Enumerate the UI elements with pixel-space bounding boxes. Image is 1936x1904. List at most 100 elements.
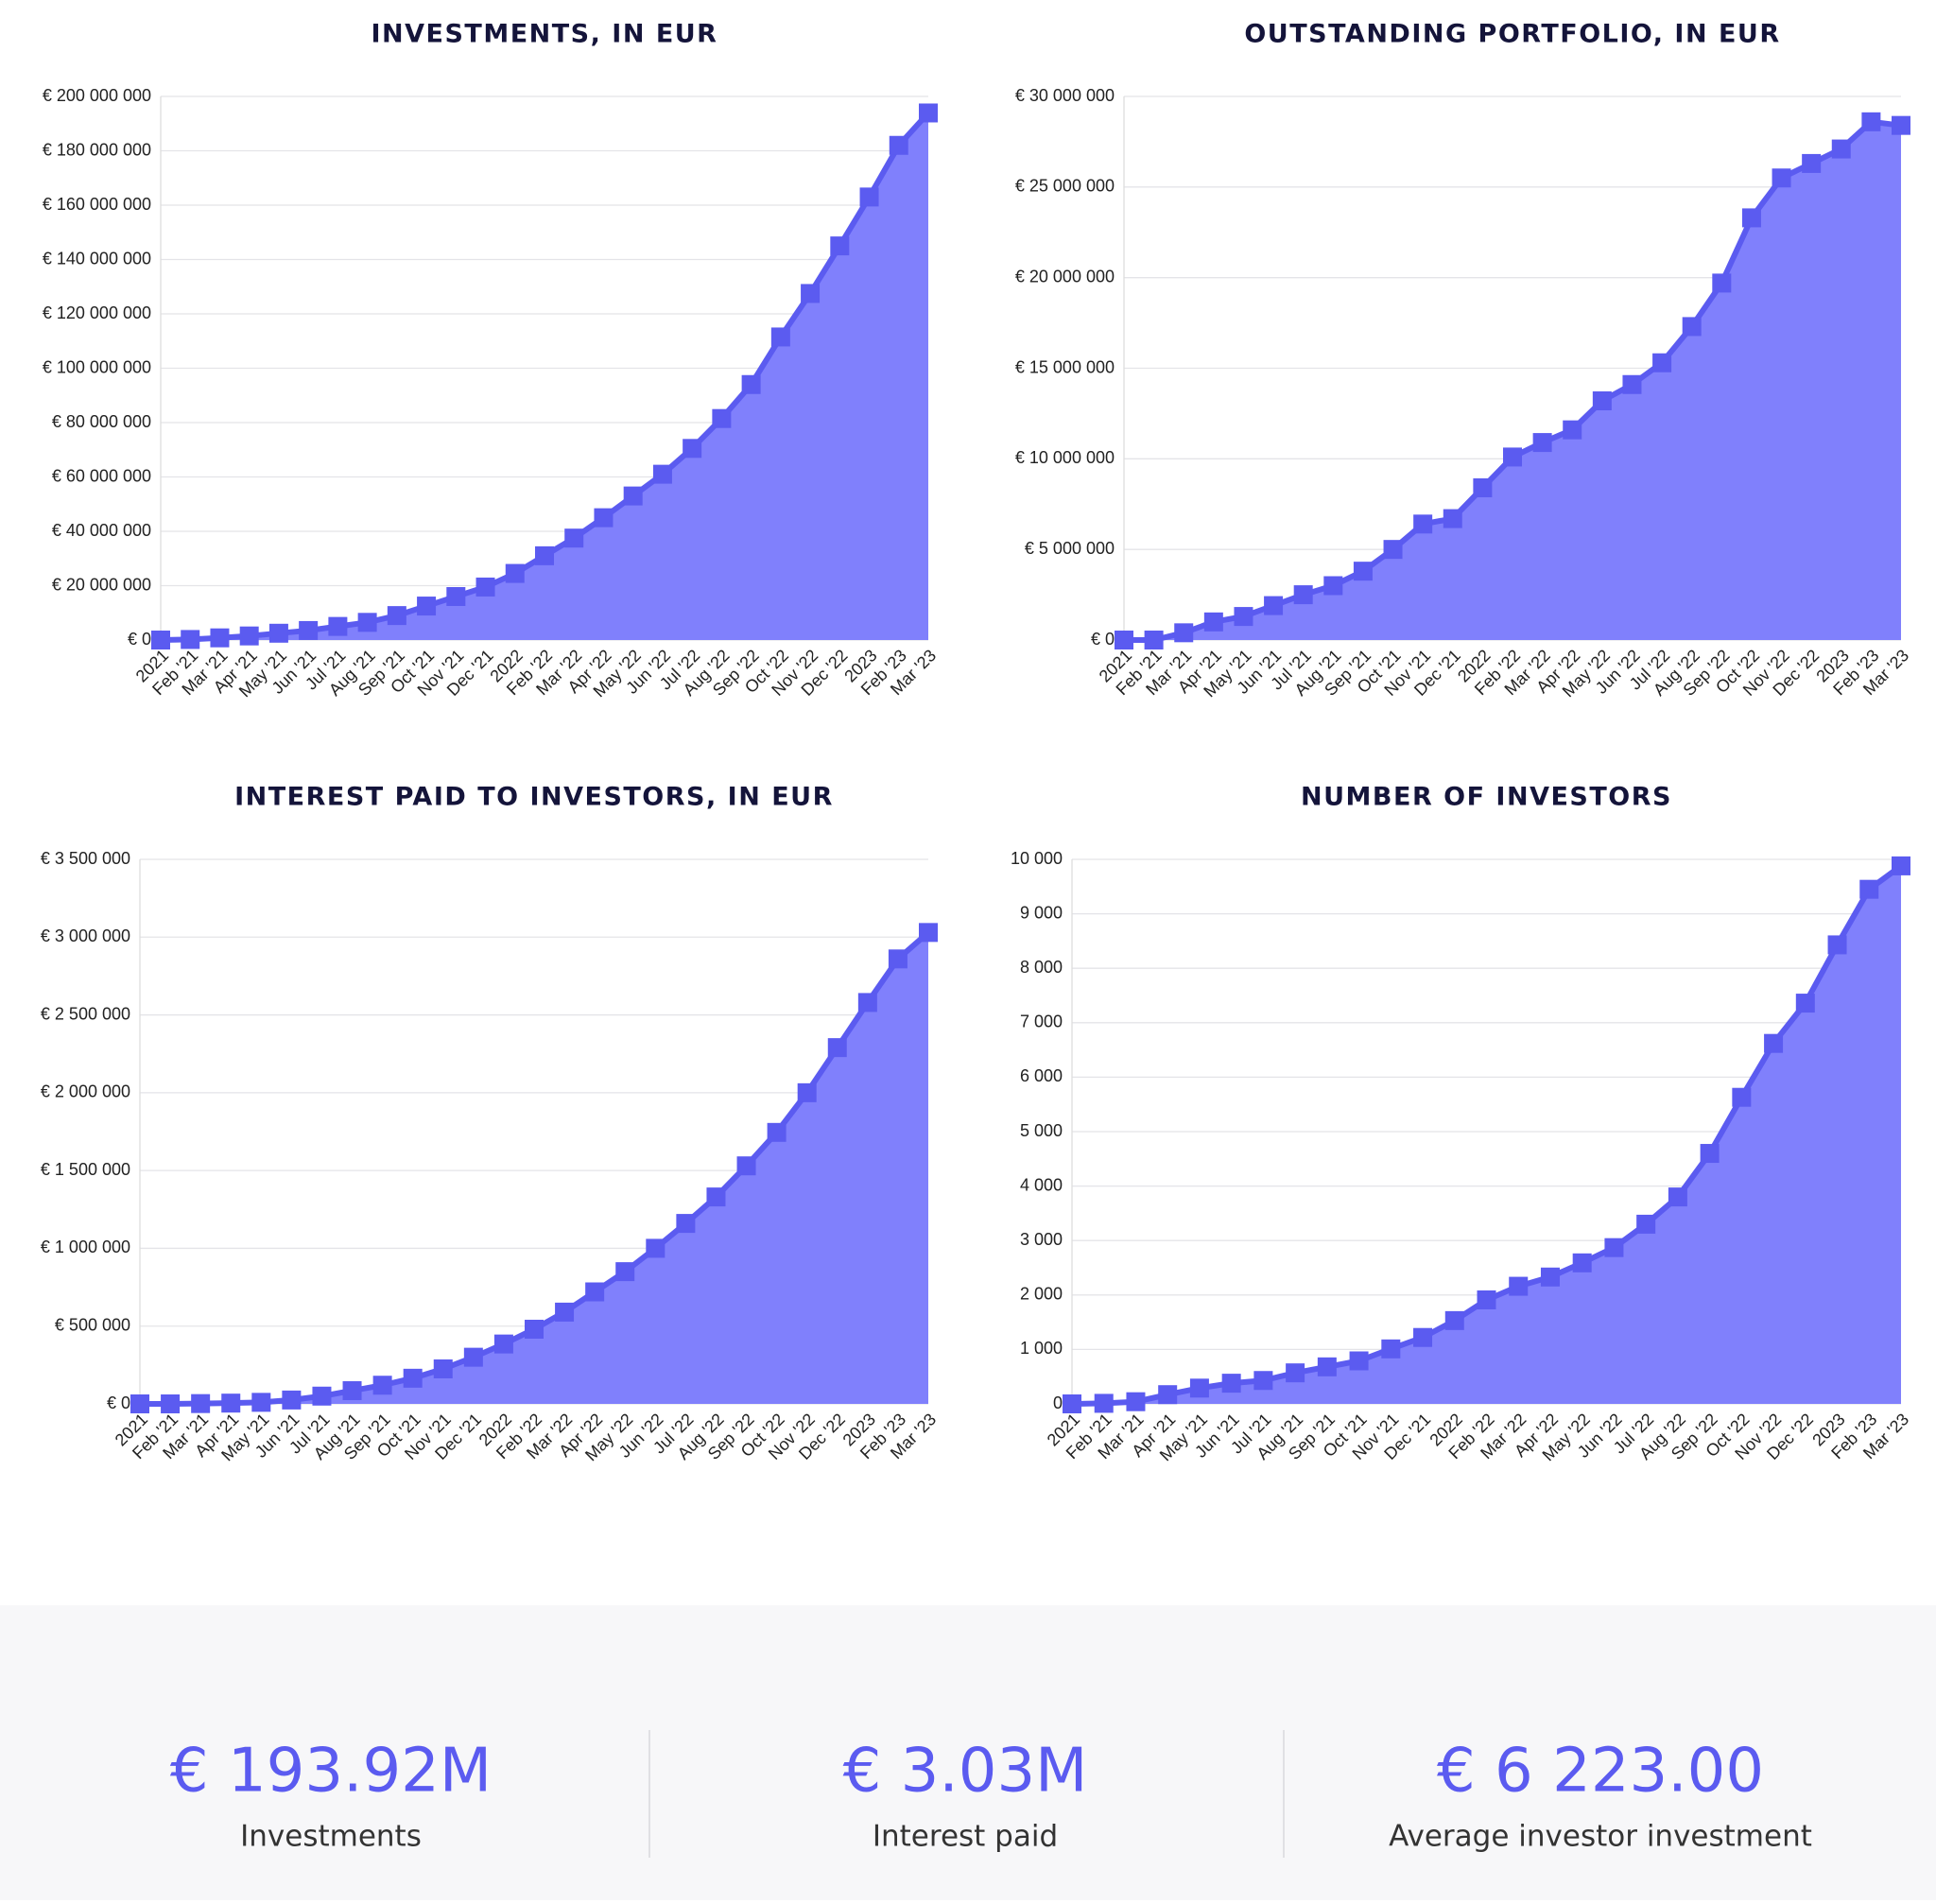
y-tick-label: € 0 bbox=[128, 630, 151, 649]
marker bbox=[1509, 1276, 1529, 1296]
marker bbox=[767, 1122, 786, 1142]
marker bbox=[857, 993, 877, 1013]
marker bbox=[357, 613, 377, 632]
y-tick-label: € 1 000 000 bbox=[41, 1238, 130, 1256]
marker bbox=[1203, 612, 1223, 632]
marker bbox=[889, 135, 908, 155]
marker bbox=[827, 1038, 847, 1058]
marker bbox=[1712, 273, 1732, 293]
y-tick-label: € 25 000 000 bbox=[1015, 177, 1115, 196]
marker bbox=[463, 1347, 483, 1367]
area bbox=[161, 113, 928, 641]
marker bbox=[1234, 607, 1253, 627]
marker bbox=[312, 1386, 332, 1406]
marker bbox=[1572, 1253, 1592, 1272]
y-tick-label: € 3 000 000 bbox=[41, 926, 130, 945]
marker bbox=[652, 464, 672, 484]
y-tick-label: € 10 000 000 bbox=[1015, 448, 1115, 467]
y-tick-label: 3 000 bbox=[1020, 1230, 1063, 1249]
marker bbox=[736, 1156, 756, 1176]
y-tick-label: € 140 000 000 bbox=[43, 249, 151, 268]
marker bbox=[555, 1302, 575, 1322]
marker bbox=[505, 563, 525, 583]
marker bbox=[1741, 208, 1761, 228]
marker bbox=[446, 587, 466, 606]
y-tick-label: € 0 bbox=[107, 1393, 130, 1412]
marker bbox=[1477, 1290, 1496, 1309]
marker bbox=[1892, 115, 1910, 135]
y-tick-label: € 20 000 000 bbox=[52, 575, 151, 594]
marker bbox=[888, 949, 908, 969]
marker bbox=[282, 1390, 302, 1410]
marker bbox=[1795, 994, 1815, 1013]
marker bbox=[741, 374, 761, 394]
y-tick-label: € 20 000 000 bbox=[1015, 267, 1115, 286]
y-tick-label: 0 bbox=[1053, 1393, 1063, 1412]
y-tick-label: 2 000 bbox=[1020, 1285, 1063, 1304]
marker bbox=[403, 1368, 423, 1388]
marker bbox=[1353, 562, 1373, 581]
y-tick-label: € 80 000 000 bbox=[52, 412, 151, 431]
marker bbox=[475, 577, 495, 597]
chart-title: NUMBER OF INVESTORS bbox=[1301, 783, 1672, 812]
marker bbox=[493, 1334, 513, 1354]
y-tick-label: € 3 500 000 bbox=[41, 849, 130, 868]
marker bbox=[683, 439, 702, 459]
y-tick-label: 4 000 bbox=[1020, 1175, 1063, 1194]
marker bbox=[1622, 374, 1642, 394]
marker bbox=[1317, 1357, 1337, 1376]
marker bbox=[797, 1082, 817, 1102]
marker bbox=[859, 187, 879, 207]
marker bbox=[1413, 514, 1433, 534]
marker bbox=[342, 1381, 362, 1401]
marker bbox=[1592, 391, 1612, 410]
marker bbox=[1094, 1393, 1114, 1413]
stat-value: € 193.92M bbox=[170, 1737, 492, 1807]
y-tick-label: € 2 000 000 bbox=[41, 1082, 130, 1101]
y-tick-label: € 200 000 000 bbox=[43, 86, 151, 105]
marker bbox=[712, 408, 732, 428]
area bbox=[140, 932, 928, 1404]
marker bbox=[433, 1359, 453, 1378]
chart-title: INTEREST PAID TO INVESTORS, IN EUR bbox=[234, 783, 834, 812]
marker bbox=[1827, 935, 1847, 955]
marker bbox=[1859, 879, 1879, 899]
marker bbox=[1293, 585, 1313, 605]
marker bbox=[623, 486, 643, 506]
marker bbox=[1253, 1371, 1273, 1391]
y-tick-label: € 15 000 000 bbox=[1015, 357, 1115, 376]
marker bbox=[585, 1282, 605, 1302]
marker bbox=[1063, 1394, 1081, 1413]
area bbox=[1072, 865, 1901, 1404]
marker bbox=[1144, 631, 1164, 649]
marker bbox=[239, 626, 259, 646]
marker bbox=[1636, 1214, 1656, 1234]
chart-title: INVESTMENTS, IN EUR bbox=[372, 20, 718, 49]
marker bbox=[181, 630, 200, 649]
y-tick-label: € 0 bbox=[1091, 630, 1115, 649]
marker bbox=[161, 1394, 181, 1413]
marker bbox=[770, 327, 790, 347]
marker bbox=[525, 1320, 544, 1340]
marker bbox=[1286, 1363, 1305, 1383]
marker bbox=[1349, 1351, 1369, 1371]
marker bbox=[615, 1262, 635, 1282]
y-tick-label: € 160 000 000 bbox=[43, 195, 151, 214]
stat-label: Average investor investment bbox=[1389, 1820, 1812, 1854]
marker bbox=[221, 1393, 241, 1413]
stat-value: € 6 223.00 bbox=[1437, 1737, 1764, 1807]
y-tick-label: € 60 000 000 bbox=[52, 466, 151, 485]
y-tick-label: € 120 000 000 bbox=[43, 303, 151, 322]
y-tick-label: 10 000 bbox=[1011, 849, 1063, 868]
y-tick-label: € 1 500 000 bbox=[41, 1160, 130, 1179]
stats-band bbox=[0, 1605, 1936, 1900]
marker bbox=[1732, 1087, 1752, 1107]
y-tick-label: 5 000 bbox=[1020, 1121, 1063, 1140]
marker bbox=[1772, 168, 1791, 188]
area bbox=[1124, 121, 1901, 641]
marker bbox=[299, 620, 319, 640]
marker bbox=[1158, 1385, 1178, 1405]
marker bbox=[1652, 353, 1672, 372]
